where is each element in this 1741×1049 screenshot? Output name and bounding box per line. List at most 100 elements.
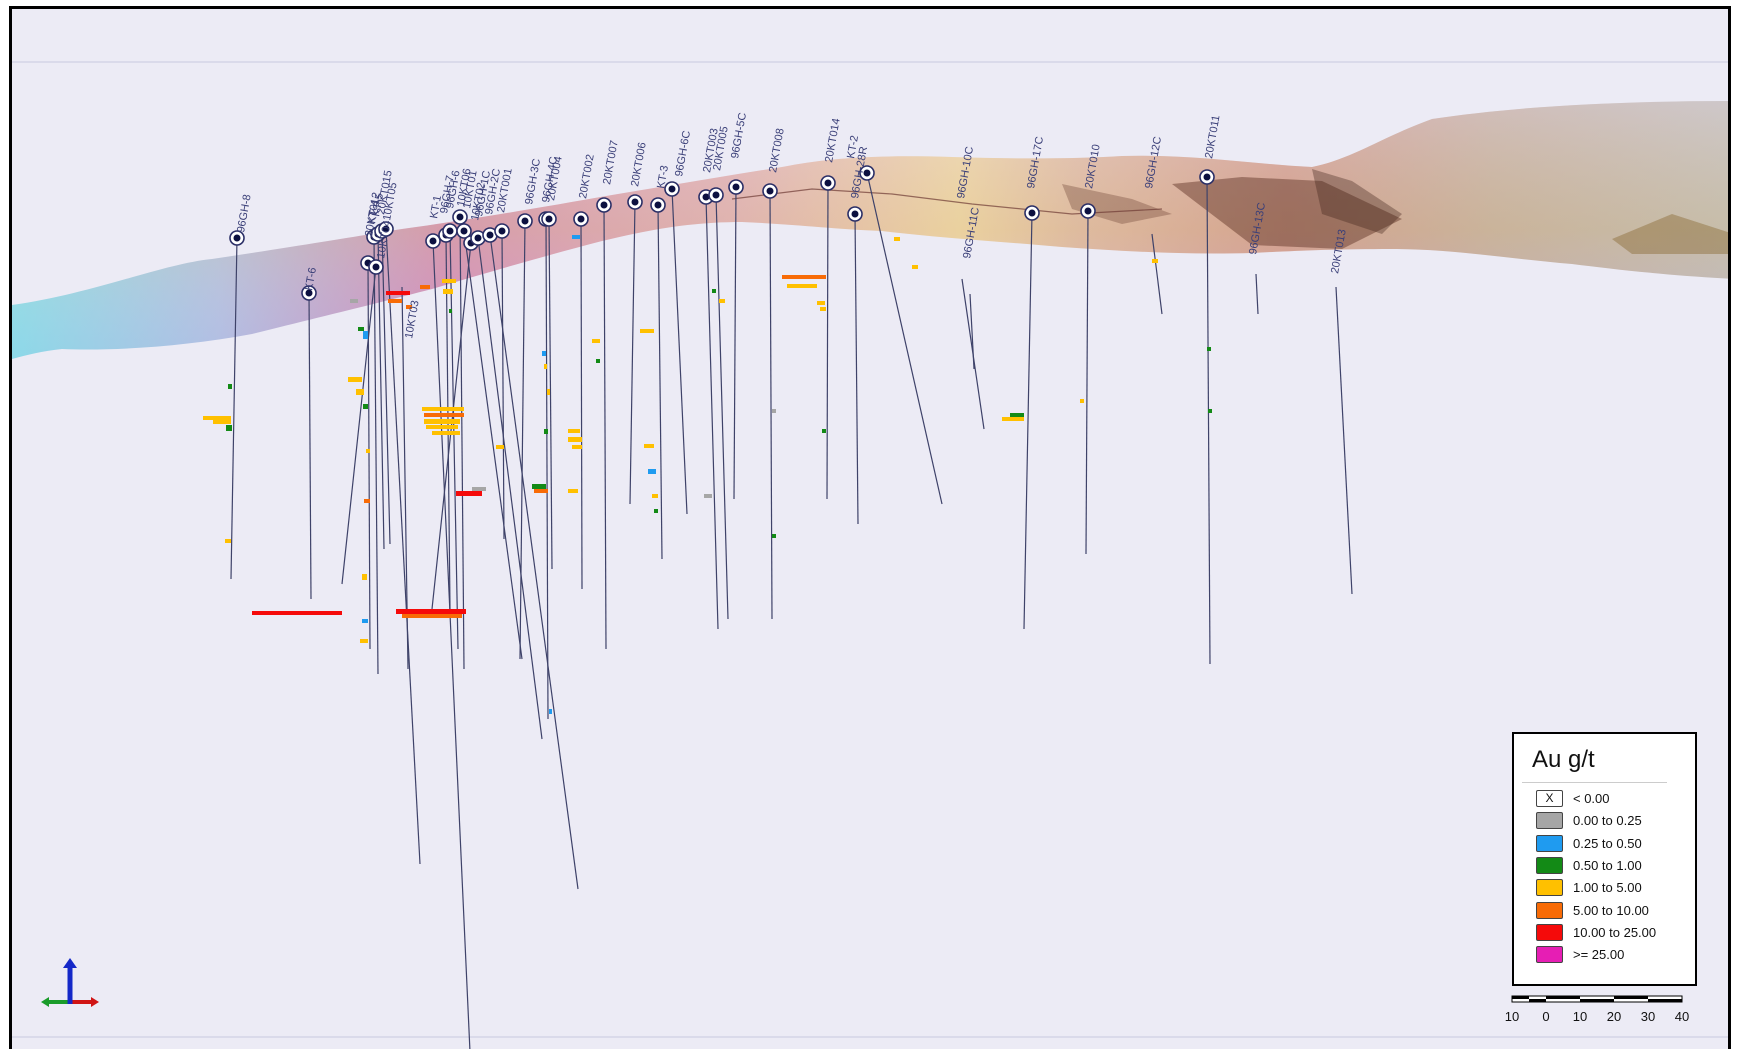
- assay-interval-bar: [542, 351, 546, 356]
- assay-interval-bar: [592, 339, 600, 343]
- assay-interval-bar: [424, 419, 460, 424]
- drillhole-trace[interactable]: [671, 188, 688, 515]
- drillhole-trace[interactable]: [432, 240, 471, 1049]
- collar-dot: [233, 234, 241, 242]
- assay-interval-bar: [363, 331, 368, 339]
- legend-label: 0.50 to 1.00: [1573, 857, 1642, 873]
- drillhole-trace[interactable]: [449, 230, 459, 650]
- drillhole-trace[interactable]: [733, 186, 737, 500]
- drillhole-trace[interactable]: [308, 292, 312, 600]
- drillhole-trace[interactable]: [854, 213, 859, 525]
- drillhole-section-scene[interactable]: 96GH-8KT-620KT012KT-4KT-520KT01510KT0510…: [12, 9, 1731, 1049]
- drillhole-trace[interactable]: [463, 230, 523, 660]
- drillhole-trace[interactable]: [580, 218, 583, 590]
- legend-swatch: [1536, 901, 1563, 919]
- assay-interval-bar: [704, 494, 712, 498]
- assay-interval-bar: [822, 429, 826, 433]
- drillhole-trace[interactable]: [629, 201, 636, 505]
- assay-interval-bar: [472, 487, 486, 491]
- drillhole-trace[interactable]: [866, 172, 943, 505]
- drillhole-trace[interactable]: [715, 194, 729, 620]
- collar-dot: [456, 213, 464, 221]
- assay-interval-bar: [364, 499, 370, 503]
- assay-interval-bar: [358, 327, 364, 331]
- assay-interval-bar: [388, 299, 402, 303]
- drillhole-trace[interactable]: [1206, 176, 1211, 665]
- assay-interval-bar: [456, 491, 482, 496]
- drillhole-trace[interactable]: [401, 286, 409, 670]
- collar-dot: [732, 183, 740, 191]
- drillhole-trace[interactable]: [545, 218, 549, 720]
- legend-swatch: [1536, 879, 1563, 897]
- assay-interval-bar: [894, 237, 900, 241]
- assay-interval-bar: [362, 619, 368, 623]
- drillhole-trace[interactable]: [489, 234, 579, 890]
- drillhole-trace[interactable]: [969, 293, 975, 370]
- drillhole-trace[interactable]: [769, 190, 773, 620]
- assay-interval-bar: [402, 614, 462, 618]
- drillhole-label: KT-1: [428, 195, 444, 220]
- collar-dot: [545, 215, 553, 223]
- drillhole-trace[interactable]: [230, 237, 238, 580]
- legend-label: 1.00 to 5.00: [1573, 880, 1642, 896]
- drillhole-trace[interactable]: [603, 204, 607, 650]
- collar-dot: [631, 198, 639, 206]
- assay-interval-bar: [568, 489, 578, 493]
- xyz-axis-triad-icon[interactable]: [37, 954, 107, 1014]
- drillhole-label: KT-4: [366, 200, 382, 225]
- drillhole-trace[interactable]: [705, 196, 719, 630]
- assay-interval-bar: [532, 484, 546, 489]
- drillhole-label: 20KT002: [577, 153, 597, 199]
- assay-interval-bar: [817, 301, 825, 305]
- assay-interval-bar: [356, 389, 364, 395]
- drillhole-trace[interactable]: [826, 182, 829, 500]
- collar-dot: [712, 191, 720, 199]
- assay-interval-bar: [386, 291, 410, 295]
- drillhole-label: 96GH-6C: [673, 130, 693, 178]
- assay-interval-bar: [252, 611, 342, 615]
- drillhole-trace[interactable]: [381, 230, 391, 545]
- assay-interval-bar: [363, 404, 368, 409]
- legend-swatch: [1536, 834, 1563, 852]
- scale-tick-label: 30: [1640, 1009, 1656, 1024]
- collar-dot: [600, 201, 608, 209]
- drillhole-trace[interactable]: [1023, 212, 1033, 630]
- legend-divider: [1522, 782, 1667, 783]
- scale-tick-label: 0: [1542, 1009, 1550, 1024]
- drillhole-trace[interactable]: [373, 236, 379, 675]
- drillhole-trace[interactable]: [548, 218, 553, 570]
- assay-interval-bar: [406, 305, 412, 309]
- drillhole-trace[interactable]: [385, 228, 421, 865]
- drillhole-trace[interactable]: [519, 220, 526, 660]
- scale-tick-label: 10: [1504, 1009, 1520, 1024]
- assay-interval-bar: [820, 307, 826, 311]
- assay-interval-bar: [544, 429, 548, 434]
- drillhole-trace[interactable]: [459, 216, 465, 670]
- collar-dot: [766, 187, 774, 195]
- drillhole-trace[interactable]: [1255, 273, 1259, 315]
- legend-swatch: [1536, 923, 1563, 941]
- collar-dot: [1028, 209, 1036, 217]
- drillhole-trace[interactable]: [367, 262, 371, 650]
- drillhole-trace[interactable]: [377, 233, 385, 550]
- drillhole-trace[interactable]: [657, 204, 663, 560]
- collar-dot: [460, 227, 468, 235]
- legend-swatch: [1536, 946, 1563, 964]
- collar-dot: [668, 185, 676, 193]
- collar-dot: [824, 179, 832, 187]
- drillhole-trace[interactable]: [501, 230, 505, 540]
- assay-interval-bar: [534, 489, 548, 493]
- drillhole-trace[interactable]: [1335, 286, 1353, 595]
- drillhole-trace[interactable]: [1085, 210, 1089, 555]
- 3d-viewport[interactable]: 96GH-8 KT-6 20KT012 KT-4 KT-5 20KT015 10KT05 10…: [9, 6, 1731, 1049]
- assay-interval-bar: [442, 279, 456, 283]
- assay-interval-bar: [572, 445, 582, 449]
- collar-dot: [429, 237, 437, 245]
- assay-interval-bar: [787, 284, 817, 288]
- legend: Au g/t X < 0.00 0.00 to 0.25 0.25 to 0.50 0.…: [1512, 732, 1697, 986]
- drillhole-trace[interactable]: [341, 266, 377, 585]
- assay-interval-bar: [772, 409, 776, 413]
- drillhole-trace[interactable]: [1151, 233, 1163, 315]
- assay-interval-bar: [213, 420, 231, 424]
- drillhole-trace[interactable]: [477, 237, 543, 740]
